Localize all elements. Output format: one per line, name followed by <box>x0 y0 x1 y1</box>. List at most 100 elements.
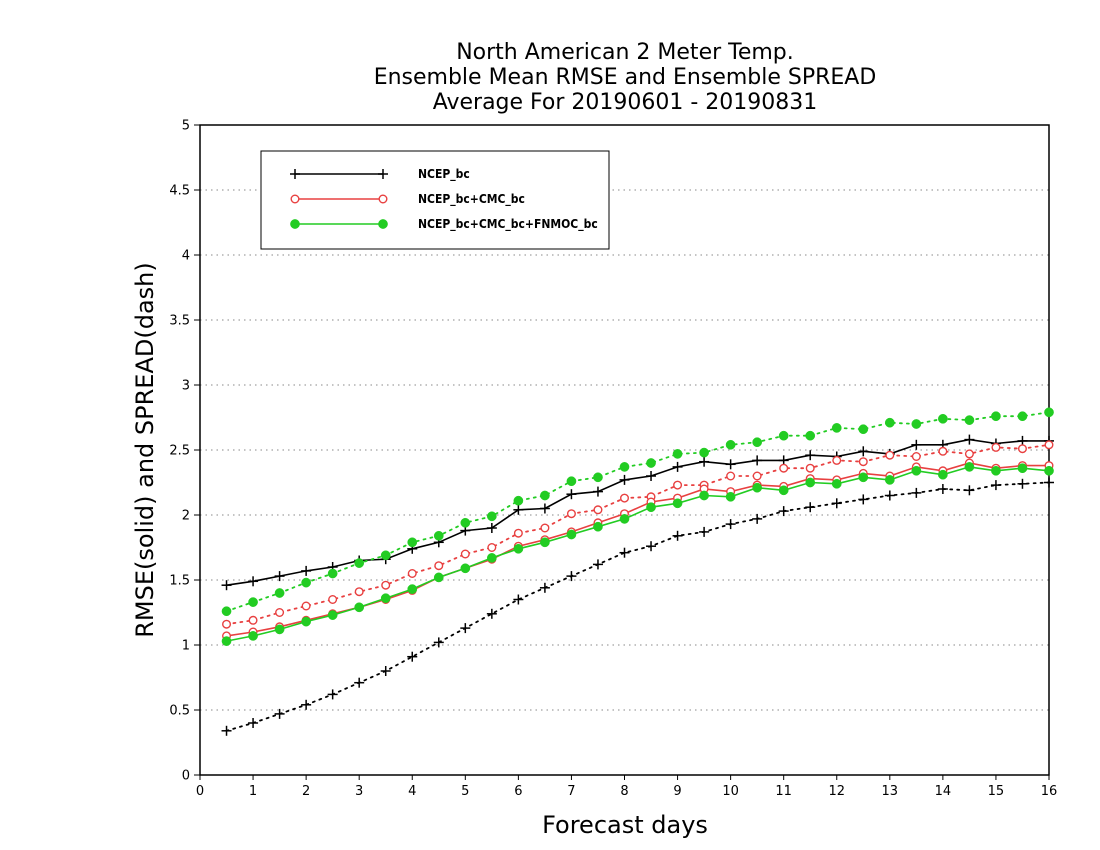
point-ncep-bc-cmc-bc-fnmoc-bc-rmse <box>248 631 258 641</box>
point-ncep-bc-cmc-bc-spread <box>381 580 391 590</box>
chart-title-line-2: Ensemble Mean RMSE and Ensemble SPREAD <box>374 65 877 90</box>
point-ncep-bc-spread <box>407 651 418 662</box>
point-ncep-bc-cmc-bc-fnmoc-bc-spread <box>354 558 365 568</box>
point-ncep-bc-rmse <box>301 565 312 576</box>
point-ncep-bc-rmse <box>619 474 630 485</box>
y-tick-label: 2 <box>182 509 190 524</box>
point-ncep-bc-spread <box>778 506 789 517</box>
y-axis-label: RMSE(solid) and SPREAD(dash) <box>131 262 159 638</box>
point-ncep-bc-spread <box>354 677 365 688</box>
x-tick-label: 8 <box>620 784 628 799</box>
point-ncep-bc-spread <box>248 718 259 728</box>
x-tick-label: 10 <box>722 784 739 799</box>
point-ncep-bc-spread <box>884 490 895 501</box>
point-ncep-bc-cmc-bc-fnmoc-bc-spread <box>672 449 683 459</box>
point-ncep-bc-cmc-bc-fnmoc-bc-spread <box>433 530 444 541</box>
point-ncep-bc-spread <box>725 519 736 530</box>
point-ncep-bc-cmc-bc-spread <box>593 505 603 515</box>
y-tick-label: 5 <box>182 119 190 134</box>
point-ncep-bc-spread <box>990 480 1001 491</box>
y-tick-label: 4 <box>182 249 190 264</box>
y-tick-label: 0 <box>182 769 190 784</box>
point-ncep-bc-cmc-bc-fnmoc-bc-spread <box>938 413 948 424</box>
point-ncep-bc-cmc-bc-fnmoc-bc-spread <box>380 550 391 561</box>
point-ncep-bc-cmc-bc-fnmoc-bc-rmse <box>380 593 391 604</box>
y-tick-label: 1 <box>182 639 190 654</box>
point-ncep-bc-cmc-bc-fnmoc-bc-rmse <box>778 485 789 496</box>
point-ncep-bc-rmse <box>513 504 524 515</box>
series-ncep-bc-cmc-bc-fnmoc-bc-spread <box>221 407 1054 617</box>
point-ncep-bc-cmc-bc-spread <box>991 442 1001 452</box>
point-ncep-bc-cmc-bc-fnmoc-bc-rmse <box>646 502 656 513</box>
point-ncep-bc-cmc-bc-spread <box>540 523 550 533</box>
y-tick-label: 4.5 <box>169 184 190 199</box>
y-axis: 0 0.5 1 1.5 2 2.5 3 3.5 4 4.5 5 <box>169 119 200 784</box>
point-ncep-bc-cmc-bc-spread <box>222 619 232 629</box>
point-ncep-bc-cmc-bc-spread <box>673 480 683 490</box>
point-ncep-bc-cmc-bc-spread <box>752 471 762 481</box>
legend-marker-end <box>378 219 388 229</box>
point-ncep-bc-cmc-bc-fnmoc-bc-rmse <box>831 478 842 489</box>
point-ncep-bc-cmc-bc-fnmoc-bc-rmse <box>354 602 365 613</box>
point-ncep-bc-cmc-bc-fnmoc-bc-rmse <box>991 465 1001 476</box>
point-ncep-bc-cmc-bc-fnmoc-bc-rmse <box>884 475 895 485</box>
y-tick-label: 3 <box>182 379 190 394</box>
point-ncep-bc-cmc-bc-fnmoc-bc-rmse <box>752 482 763 493</box>
point-ncep-bc-cmc-bc-fnmoc-bc-spread <box>991 411 1001 422</box>
point-ncep-bc-cmc-bc-fnmoc-bc-spread <box>619 462 630 472</box>
y-tick-label: 2.5 <box>169 444 190 459</box>
point-ncep-bc-rmse <box>566 489 577 500</box>
point-ncep-bc-cmc-bc-spread <box>460 549 470 559</box>
point-ncep-bc-spread <box>301 699 312 710</box>
point-ncep-bc-cmc-bc-fnmoc-bc-spread <box>699 447 709 458</box>
legend-marker-start <box>290 219 300 229</box>
legend-marker-end <box>378 169 388 179</box>
point-ncep-bc-spread <box>274 708 285 719</box>
point-ncep-bc-cmc-bc-fnmoc-bc-spread <box>646 458 656 468</box>
point-ncep-bc-spread <box>911 487 922 498</box>
point-ncep-bc-cmc-bc-fnmoc-bc-spread <box>752 437 763 448</box>
legend-box <box>260 150 610 250</box>
point-ncep-bc-rmse <box>964 434 975 445</box>
legend-label: NCEP_bc <box>418 167 470 182</box>
series-line-ncep-bc-cmc-bc-fnmoc-bc-rmse <box>226 466 1050 642</box>
x-tick-label: 16 <box>1041 784 1058 799</box>
point-ncep-bc-rmse <box>592 486 603 497</box>
point-ncep-bc-cmc-bc-fnmoc-bc-spread <box>805 430 816 441</box>
point-ncep-bc-cmc-bc-fnmoc-bc-spread <box>858 424 869 435</box>
point-ncep-bc-cmc-bc-fnmoc-bc-spread <box>301 577 311 588</box>
point-ncep-bc-spread <box>592 559 603 570</box>
y-tick-label: 0.5 <box>169 704 190 719</box>
point-ncep-bc-cmc-bc-spread <box>779 463 789 473</box>
point-ncep-bc-rmse <box>725 459 736 470</box>
x-tick-label: 7 <box>567 784 575 799</box>
point-ncep-bc-spread <box>752 513 763 524</box>
point-ncep-bc-rmse <box>672 461 683 472</box>
point-ncep-bc-spread <box>566 571 577 582</box>
x-tick-label: 9 <box>673 784 681 799</box>
legend-marker-end <box>378 194 388 204</box>
point-ncep-bc-cmc-bc-fnmoc-bc-rmse <box>699 490 709 501</box>
x-tick-label: 14 <box>935 784 952 799</box>
point-ncep-bc-spread <box>433 637 444 648</box>
x-axis: 0 1 2 3 4 5 6 7 8 9 10 11 12 13 14 15 16 <box>196 775 1057 799</box>
point-ncep-bc-rmse <box>486 523 497 533</box>
point-ncep-bc-cmc-bc-fnmoc-bc-spread <box>407 537 418 548</box>
point-ncep-bc-cmc-bc-fnmoc-bc-spread <box>725 439 736 450</box>
point-ncep-bc-rmse <box>221 580 232 591</box>
point-ncep-bc-spread <box>486 608 497 619</box>
point-ncep-bc-cmc-bc-fnmoc-bc-rmse <box>805 477 816 488</box>
point-ncep-bc-cmc-bc-spread <box>726 471 736 481</box>
point-ncep-bc-cmc-bc-spread <box>248 615 258 625</box>
point-ncep-bc-cmc-bc-spread <box>513 528 523 538</box>
series-ncep-bc-rmse <box>221 434 1054 591</box>
point-ncep-bc-cmc-bc-spread <box>938 446 948 456</box>
x-tick-label: 11 <box>775 784 792 799</box>
series-ncep-bc-spread <box>221 477 1054 736</box>
point-ncep-bc-spread <box>858 494 869 505</box>
point-ncep-bc-cmc-bc-fnmoc-bc-spread <box>248 597 258 607</box>
point-ncep-bc-cmc-bc-spread <box>434 561 444 571</box>
point-ncep-bc-cmc-bc-fnmoc-bc-spread <box>327 568 338 579</box>
point-ncep-bc-cmc-bc-fnmoc-bc-rmse <box>460 563 471 574</box>
point-ncep-bc-spread <box>539 582 550 593</box>
